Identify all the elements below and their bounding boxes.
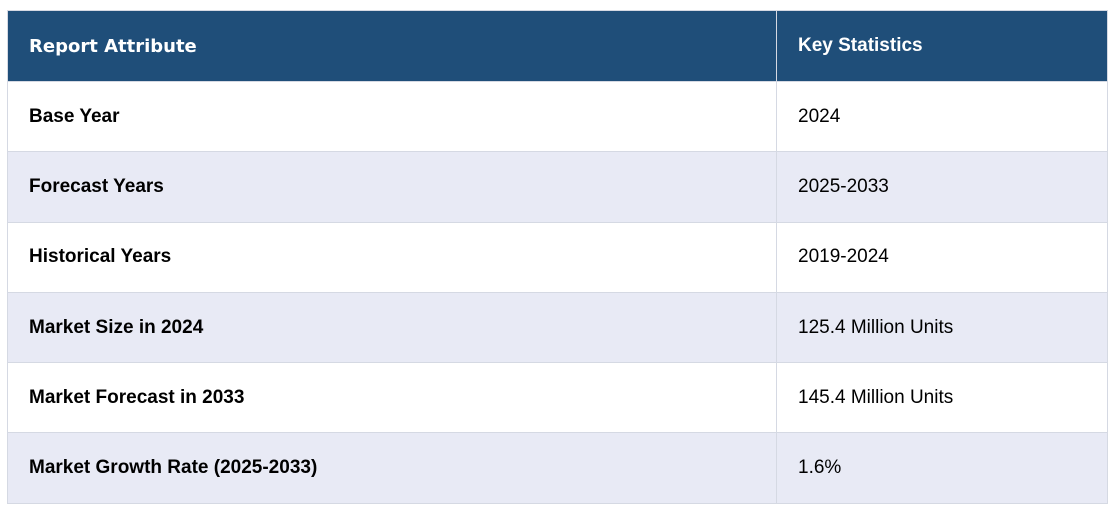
- row-attribute: Base Year: [7, 80, 777, 153]
- header-key-statistics: Key Statistics: [776, 10, 1108, 82]
- table-header: Report Attribute Key Statistics: [7, 10, 1108, 82]
- row-value: 2019-2024: [776, 221, 1108, 293]
- table-row: Market Forecast in 2033 145.4 Million Un…: [7, 362, 1108, 434]
- table-row: Forecast Years 2025-2033: [7, 151, 1108, 223]
- row-value: 2024: [776, 80, 1108, 153]
- table-body: Base Year 2024 Forecast Years 2025-2033 …: [7, 80, 1108, 504]
- row-value: 125.4 Million Units: [776, 291, 1108, 364]
- row-value: 2025-2033: [776, 151, 1108, 223]
- row-value: 145.4 Million Units: [776, 362, 1108, 434]
- table-row: Historical Years 2019-2024: [7, 221, 1108, 293]
- table-row: Market Growth Rate (2025-2033) 1.6%: [7, 432, 1108, 504]
- row-attribute: Forecast Years: [7, 151, 777, 223]
- header-row: Report Attribute Key Statistics: [7, 10, 1108, 82]
- table-row: Base Year 2024: [7, 80, 1108, 153]
- row-attribute: Market Forecast in 2033: [7, 362, 777, 434]
- row-attribute: Market Growth Rate (2025-2033): [7, 432, 777, 504]
- header-report-attribute: Report Attribute: [7, 10, 777, 82]
- row-attribute: Market Size in 2024: [7, 291, 777, 364]
- table-row: Market Size in 2024 125.4 Million Units: [7, 291, 1108, 364]
- row-attribute: Historical Years: [7, 221, 777, 293]
- report-statistics-table: Report Attribute Key Statistics Base Yea…: [7, 10, 1108, 504]
- row-value: 1.6%: [776, 432, 1108, 504]
